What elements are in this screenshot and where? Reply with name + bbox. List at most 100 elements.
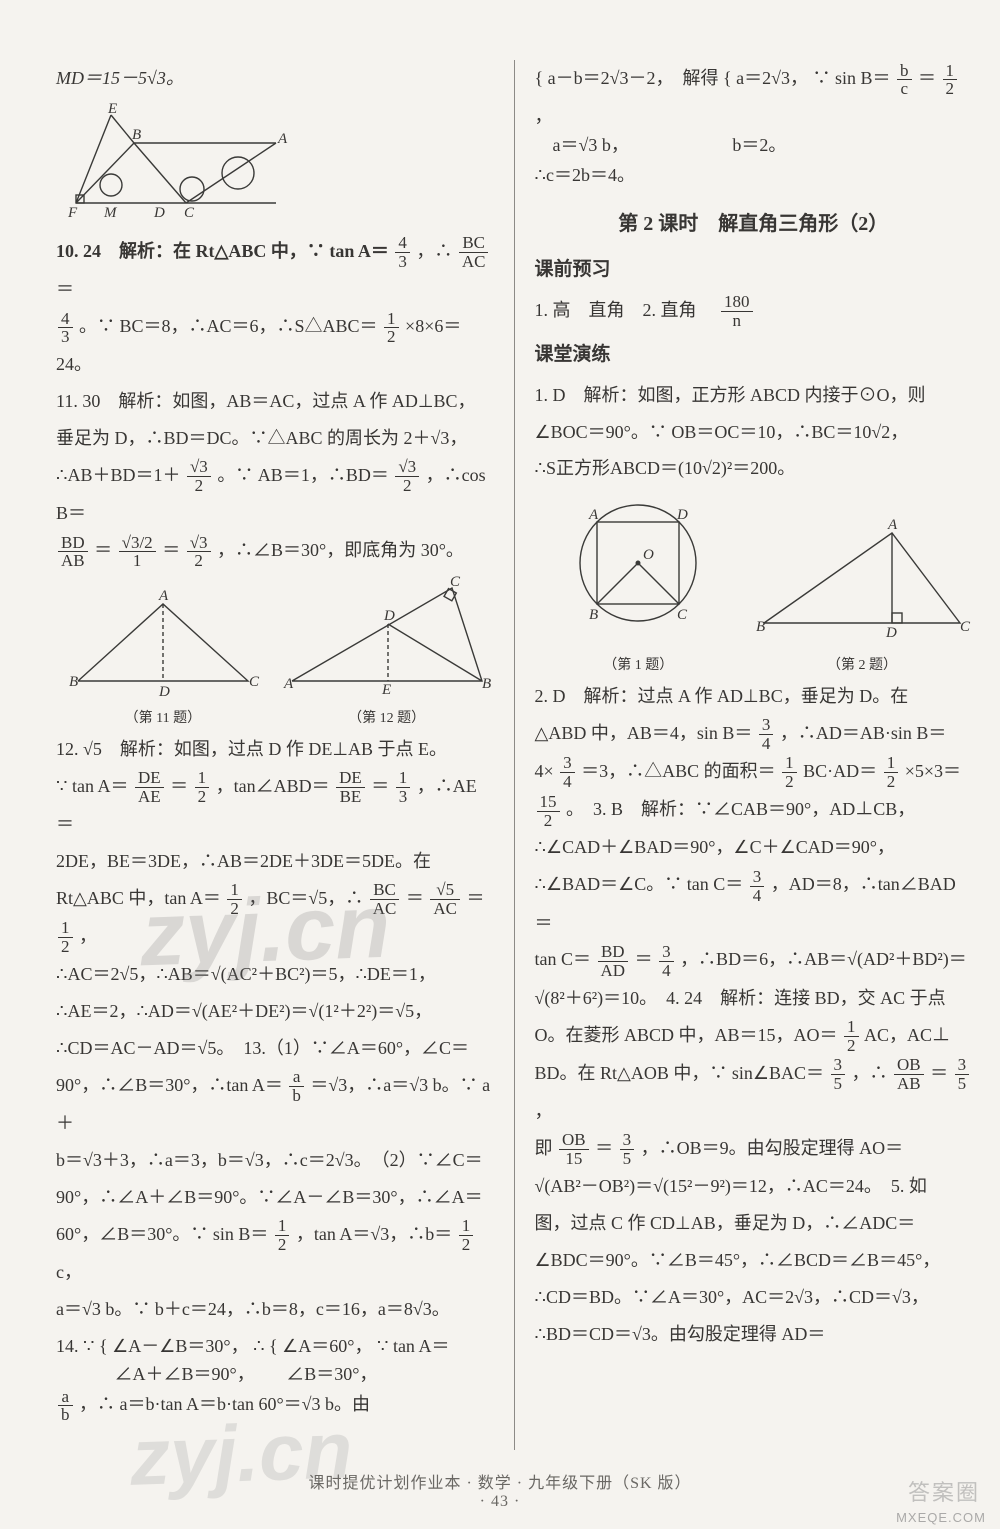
svg-text:O: O <box>643 547 654 563</box>
frac: BCAC <box>457 234 491 271</box>
left-p13c: 90°，∴∠A＋∠B＝90°。∵∠A－∠B＝30°，∴∠A＝ <box>56 1179 494 1216</box>
figQ2: A B D C （第 2 题） <box>752 513 972 675</box>
preview-line: 1. 高 直角 2. 直角 180n <box>535 292 973 330</box>
corner-badge: 答案圈 <box>908 1475 980 1507</box>
left-p11d: BDAB ＝ √3/21 ＝ √32 ，∴∠B＝30°，即底角为 30°。 <box>56 532 494 570</box>
svg-text:A: A <box>283 676 294 692</box>
page-number: · 43 · <box>480 1493 521 1510</box>
left-p10a: 10. 24 解析：在 Rt△ABC 中，∵ tan A＝ 43 ，∴ BCAC… <box>56 233 494 308</box>
figure-top-left: E B A F M D C <box>56 103 494 223</box>
page: MD＝15－5√3。 <box>0 0 1000 1529</box>
svg-text:D: D <box>153 205 165 221</box>
q2a: 2. D 解析：过点 A 作 AD⊥BC，垂足为 D。在 <box>535 678 973 715</box>
r-top1b: a＝√3 b， b＝2。 <box>535 135 973 157</box>
left-p12b: ∵ tan A＝ DEAE ＝ 12 ，tan∠ABD＝ DEBE ＝ 13 ，… <box>56 768 494 843</box>
svg-text:D: D <box>676 507 688 523</box>
q2c: 4× 34 ＝3，∴△ABC 的面积＝ 12 BC·AD＝ 12 ×5×3＝ <box>535 753 973 791</box>
page-footer: 课时提优计划作业本 · 数学 · 九年级下册（SK 版） · 43 · <box>0 1469 1000 1511</box>
svg-text:C: C <box>960 619 971 635</box>
svg-text:F: F <box>67 205 78 221</box>
q5b: ∠BDC＝90°。∵∠B＝45°，∴∠BCD＝∠B＝45°， <box>535 1242 973 1279</box>
left-p11a: 11. 30 解析：如图，AB＝AC，过点 A 作 AD⊥BC， <box>56 383 494 420</box>
frac: 43 <box>393 234 412 271</box>
left-p12e: ∴AC＝2√5，∴AB＝√(AC²＋BC²)＝5，∴DE＝1， <box>56 956 494 993</box>
svg-text:A: A <box>887 517 898 533</box>
left-p13e: a＝√3 b。∵ b＋c＝24，∴b＝8，c＝16，a＝8√3。 <box>56 1291 494 1328</box>
svg-text:C: C <box>450 576 461 590</box>
text: 。∵ BC＝8，∴AC＝6，∴S△ABC＝ <box>79 316 378 336</box>
text: ，∴∠B＝30°，即底角为 30°。 <box>217 540 464 560</box>
q3c: tan C＝ BDAD ＝ 34 ，∴BD＝6，∴AB＝√(AD²＋BD²)＝ <box>535 941 973 979</box>
left-p10b: 43 。∵ BC＝8，∴AC＝6，∴S△ABC＝ 12 ×8×6＝24。 <box>56 308 494 383</box>
left-p12c: 2DE，BE＝3DE，∴AB＝2DE＋3DE＝5DE。在 <box>56 843 494 880</box>
right-column: { a－b＝2√3－2， 解得 { a＝2√3， ∵ sin B＝ bc ＝ 1… <box>517 60 973 1450</box>
svg-text:A: A <box>588 507 599 523</box>
svg-text:B: B <box>756 619 765 635</box>
text: MD＝15－5√3。 <box>56 68 184 88</box>
frac: 43 <box>56 310 75 347</box>
left-p13b: b＝√3＋3，∴a＝3，b＝√3，∴c＝2√3。 （2）∵∠C＝ <box>56 1142 494 1179</box>
two-column-layout: MD＝15－5√3。 <box>56 60 972 1450</box>
r-top1: { a－b＝2√3－2， 解得 { a＝2√3， ∵ sin B＝ bc ＝ 1… <box>535 60 973 135</box>
text: ＝ <box>162 540 180 560</box>
svg-text:A: A <box>158 588 169 604</box>
figQ1-caption: （第 1 题） <box>535 656 743 676</box>
left-p12f: ∴AE＝2，∴AD＝√(AE²＋DE²)＝√(1²＋2²)＝√5， <box>56 993 494 1030</box>
q4c: 即 OB15 ＝ 35 ，∴OB＝9。由勾股定理得 AO＝ <box>535 1130 973 1168</box>
q1b: ∠BOC＝90°。∵ OB＝OC＝10，∴BC＝10√2， <box>535 414 973 451</box>
q5d: ∴BD＝CD＝√3。由勾股定理得 AD＝ <box>535 1316 973 1353</box>
left-line-md: MD＝15－5√3。 <box>56 60 494 97</box>
svg-text:E: E <box>107 103 117 117</box>
fig-row-q1-q2: A D O B C （第 1 题） <box>535 493 973 675</box>
figQ1: A D O B C （第 1 题） <box>535 493 743 675</box>
q3a: ∴∠CAD＋∠BAD＝90°，∠C＋∠CAD＝90°， <box>535 829 973 866</box>
corner-url: MXEQE.COM <box>896 1510 986 1525</box>
q1a: 1. D 解析：如图，正方形 ABCD 内接于⊙O，则 <box>535 377 973 414</box>
left-p12g: ∴CD＝AC－AD＝√5。 13.（1）∵∠A＝60°，∠C＝ <box>56 1030 494 1067</box>
text: 10. 24 解析：在 Rt△ABC 中，∵ tan A＝ <box>56 241 389 261</box>
text: ＝ <box>94 540 112 560</box>
fig-svg: E B A F M D C <box>56 103 296 223</box>
text: ，∴ <box>416 241 452 261</box>
q3b: ∴∠BAD＝∠C。∵ tan C＝ 34 ，AD＝8，∴tan∠BAD＝ <box>535 866 973 941</box>
left-p11c: ∴AB＋BD＝1＋ √32 。∵ AB＝1，∴BD＝ √32 ，∴cos B＝ <box>56 457 494 532</box>
figQ2-caption: （第 2 题） <box>752 656 972 676</box>
svg-text:B: B <box>589 607 598 623</box>
svg-text:B: B <box>482 676 491 692</box>
svg-text:A: A <box>277 131 288 147</box>
svg-text:D: D <box>885 625 897 641</box>
text: ＝ <box>56 279 74 299</box>
q3d: √(8²＋6²)＝10。 4. 24 解析：连接 BD，交 AC 于点 <box>535 980 973 1017</box>
svg-text:B: B <box>69 674 78 690</box>
left-column: MD＝15－5√3。 <box>56 60 512 1450</box>
fig11: A B D C （第 11 题） <box>56 586 270 728</box>
q1c: ∴S正方形ABCD＝(10√2)²＝200。 <box>535 450 973 487</box>
q4a: O。在菱形 ABCD 中，AB＝15，AO＝ 12 AC，AC⊥ <box>535 1017 973 1055</box>
q2b: △ABD 中，AB＝4，sin B＝ 34 ，∴AD＝AB·sin B＝ <box>535 715 973 753</box>
q5c: ∴CD＝BD。∵∠A＝30°，AC＝2√3，∴CD＝√3， <box>535 1279 973 1316</box>
r-top2: ∴c＝2b＝4。 <box>535 157 973 194</box>
q4b: BD。在 Rt△AOB 中，∵ sin∠BAC＝ 35 ，∴ OBAB ＝ 35… <box>535 1055 973 1130</box>
frac: √32 <box>393 458 421 495</box>
practice-heading: 课堂演练 <box>535 336 973 375</box>
preview-heading: 课前预习 <box>535 251 973 290</box>
svg-text:C: C <box>184 205 195 221</box>
svg-text:E: E <box>381 682 391 696</box>
fig11-caption: （第 11 题） <box>56 709 270 729</box>
svg-text:D: D <box>158 684 170 696</box>
left-p14b: ab ，∴ a＝b·tan A＝b·tan 60°＝√3 b。由 <box>56 1386 494 1424</box>
section-heading: 第 2 课时 解直角三角形（2） <box>535 204 973 245</box>
frac: √32 <box>185 534 213 571</box>
column-divider <box>514 60 515 1450</box>
frac: 12 <box>382 310 401 347</box>
left-p14a-sub: ∠A＋∠B＝90°， ∠B＝30°， <box>56 1364 494 1386</box>
svg-text:C: C <box>677 607 688 623</box>
svg-text:D: D <box>383 608 395 624</box>
frac: √32 <box>185 458 213 495</box>
frac: √3/21 <box>117 534 158 571</box>
left-p14a: 14. ∵ { ∠A－∠B＝30°， ∴ { ∠A＝60°， ∵ tan A＝ <box>56 1328 494 1365</box>
fig12: C D A E B （第 12 题） <box>280 576 494 728</box>
text: ∴AB＋BD＝1＋ <box>56 465 180 485</box>
svg-text:B: B <box>132 127 141 143</box>
q4d: √(AB²－OB²)＝√(15²－9²)＝12，∴AC＝24。 5. 如 <box>535 1168 973 1205</box>
